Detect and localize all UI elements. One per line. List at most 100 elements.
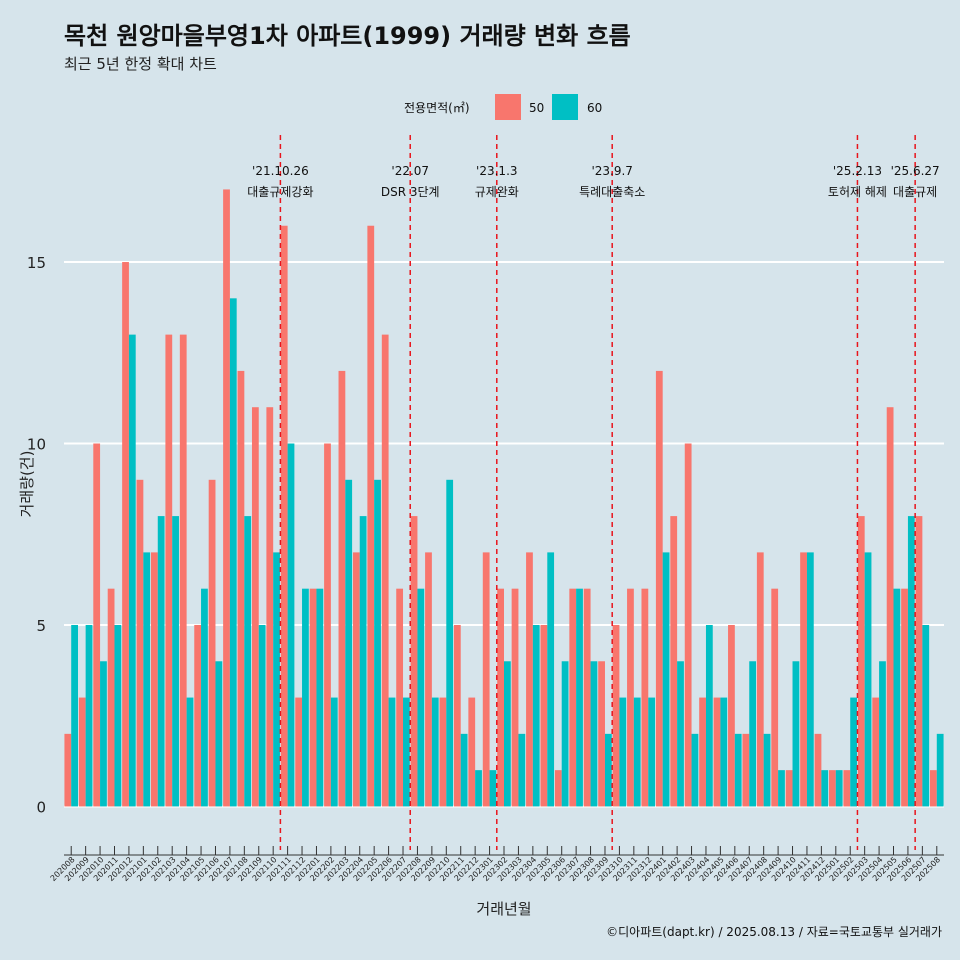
event-date-2: '22.07 [391, 164, 429, 178]
y-tick-label-15: 15 [27, 254, 46, 272]
bar-50-202405 [713, 697, 721, 807]
bar-50-202406 [728, 624, 735, 807]
bar-50-202202 [324, 443, 331, 807]
bar-50-202309 [598, 661, 605, 807]
bar-50-202410 [785, 770, 793, 807]
bar-60-202103 [172, 516, 179, 807]
bar-60-202010 [100, 661, 107, 807]
bar-50-202407 [742, 733, 750, 807]
bar-50-202412 [814, 733, 822, 807]
x-axis-label: 거래년월 [476, 900, 531, 918]
bar-60-202408 [763, 733, 771, 807]
bar-50-202408 [756, 552, 764, 807]
bar-60-202008 [71, 624, 78, 807]
bar-50-202101 [136, 479, 144, 807]
event-label-4: 특례대출축소 [579, 185, 645, 199]
legend-swatch-60 [552, 94, 578, 120]
bar-60-202105 [201, 588, 208, 807]
bar-60-202111 [287, 443, 295, 807]
x-axis: 2020082020092020102020112020122021012021… [49, 846, 944, 883]
bar-60-202312 [648, 697, 656, 807]
bar-50-202305 [540, 624, 548, 807]
bar-60-202208 [417, 588, 425, 807]
legend-label-60: 60 [587, 101, 602, 115]
bar-50-202503 [857, 516, 865, 807]
bar-60-202508 [936, 733, 944, 807]
bar-50-202403 [684, 443, 692, 807]
bar-60-202405 [720, 697, 728, 807]
bar-60-202205 [374, 479, 381, 807]
bar-60-202302 [504, 661, 511, 807]
event-date-6: '25.6.27 [891, 164, 940, 178]
bar-50-202211 [453, 624, 461, 807]
caption: ©디아파트(dapt.kr) / 2025.08.13 / 자료=국토교통부 실… [606, 925, 942, 939]
bar-60-202305 [547, 552, 555, 807]
bar-50-202109 [251, 407, 259, 807]
bar-50-202502 [843, 770, 851, 807]
bar-60-202101 [143, 552, 151, 807]
bar-50-202012 [122, 262, 129, 807]
bar-50-202102 [150, 552, 158, 807]
bar-50-202008 [64, 733, 72, 807]
chart-subtitle: 최근 5년 한정 확대 차트 [64, 55, 217, 73]
bar-60-202110 [273, 552, 280, 807]
event-label-3: 규제완화 [475, 185, 519, 199]
bar-50-202505 [886, 407, 894, 807]
bar-60-202301 [489, 770, 497, 807]
bar-50-202209 [425, 552, 432, 807]
bar-60-202011 [114, 624, 122, 807]
event-label-6: 대출규제 [893, 185, 937, 199]
bar-60-202303 [518, 733, 526, 807]
bar-50-202206 [381, 334, 389, 807]
bar-60-202108 [244, 516, 252, 807]
bar-60-202307 [576, 588, 583, 807]
bar-50-202201 [309, 588, 317, 807]
legend-swatch-50 [495, 94, 521, 120]
bar-50-202308 [583, 588, 591, 807]
bar-50-202311 [627, 588, 634, 807]
bar-60-202107 [229, 298, 237, 807]
bar-60-202505 [893, 588, 901, 807]
event-label-2: DSR 3단계 [381, 185, 440, 199]
bar-60-202309 [604, 733, 612, 807]
bar-60-202212 [475, 770, 482, 807]
bar-60-202304 [532, 624, 540, 807]
bar-60-202404 [705, 624, 713, 807]
bar-60-202412 [821, 770, 829, 807]
bar-60-202204 [359, 516, 367, 807]
bar-50-202104 [179, 334, 187, 807]
event-date-3: '23.1.3 [476, 164, 517, 178]
y-tick-label-0: 0 [36, 798, 46, 816]
bar-60-202308 [590, 661, 598, 807]
bar-50-202401 [655, 370, 663, 807]
bar-60-202109 [258, 624, 266, 807]
event-label-5: 토허제 해제 [828, 185, 887, 199]
y-axis: 0 5 10 15 [27, 254, 46, 816]
bar-50-202303 [511, 588, 519, 807]
bar-60-202502 [850, 697, 858, 807]
bar-60-202407 [749, 661, 757, 807]
bar-50-202409 [771, 588, 779, 807]
bar-50-202312 [641, 588, 649, 807]
bar-50-202107 [223, 189, 230, 807]
bar-50-202106 [208, 479, 216, 807]
bar-60-202201 [316, 588, 324, 807]
chart-title: 목천 원앙마을부영1차 아파트(1999) 거래량 변화 흐름 [64, 22, 631, 50]
bar-50-202110 [266, 407, 274, 807]
bar-50-202112 [295, 697, 303, 807]
bar-60-202210 [446, 479, 454, 807]
bar-60-202310 [619, 697, 627, 807]
bar-60-202012 [128, 334, 136, 807]
bar-60-202402 [677, 661, 684, 807]
bar-50-202108 [237, 370, 245, 807]
bar-50-202009 [78, 697, 86, 807]
bar-60-202211 [460, 733, 468, 807]
bar-60-202401 [662, 552, 670, 807]
bar-50-202507 [915, 516, 923, 807]
bar-50-202302 [497, 588, 504, 807]
bar-50-202404 [699, 697, 706, 807]
bar-50-202501 [829, 770, 836, 807]
bar-60-202403 [691, 733, 699, 807]
bar-50-202402 [670, 516, 678, 807]
bar-50-202310 [612, 624, 620, 807]
